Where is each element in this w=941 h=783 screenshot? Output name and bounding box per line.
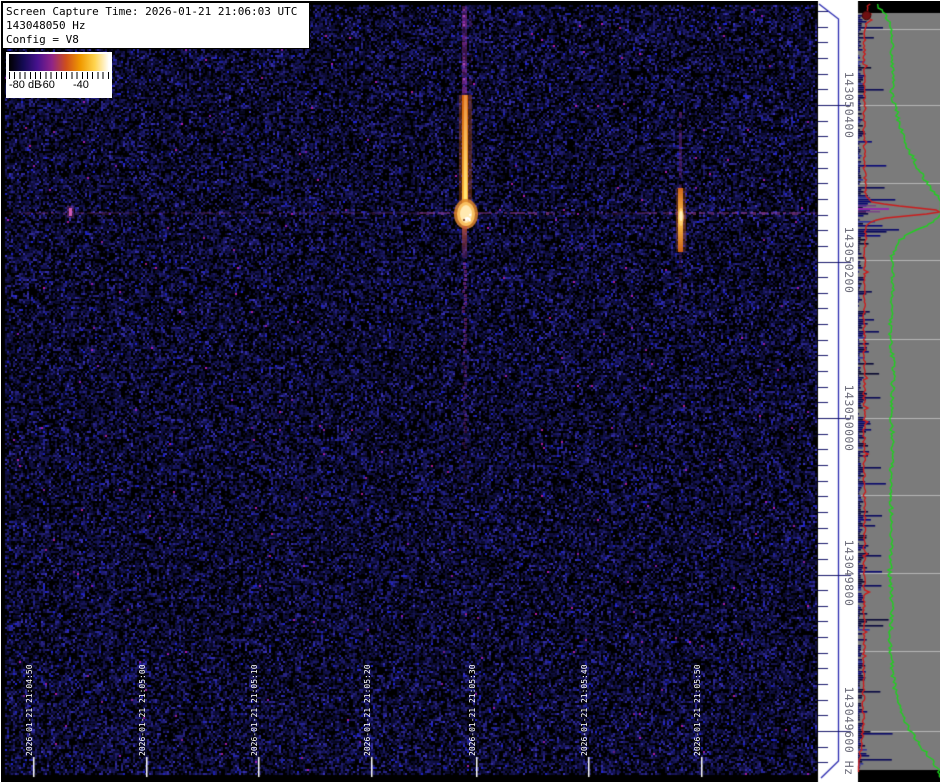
config-text: Config = V8 [6, 33, 79, 46]
capture-info-box: Screen Capture Time: 2026-01-21 21:06:03… [2, 2, 310, 49]
colorbar-label-min: -80 dB [9, 79, 42, 91]
colorbar-label-mid: -60 [39, 79, 55, 91]
capture-time-text: Screen Capture Time: 2026-01-21 21:06:03… [6, 5, 298, 18]
colorbar-legend: -80 dB -60 -40 [6, 52, 112, 98]
spectrogram-area [2, 2, 818, 781]
spectrum-side-panel [858, 0, 941, 783]
colorbar-labels: -80 dB -60 -40 [9, 79, 109, 93]
colorbar-ticks [9, 72, 109, 79]
colorbar-gradient [9, 54, 109, 71]
center-frequency-text: 143048050 Hz [6, 19, 86, 32]
colorbar-label-max: -40 [73, 79, 89, 91]
